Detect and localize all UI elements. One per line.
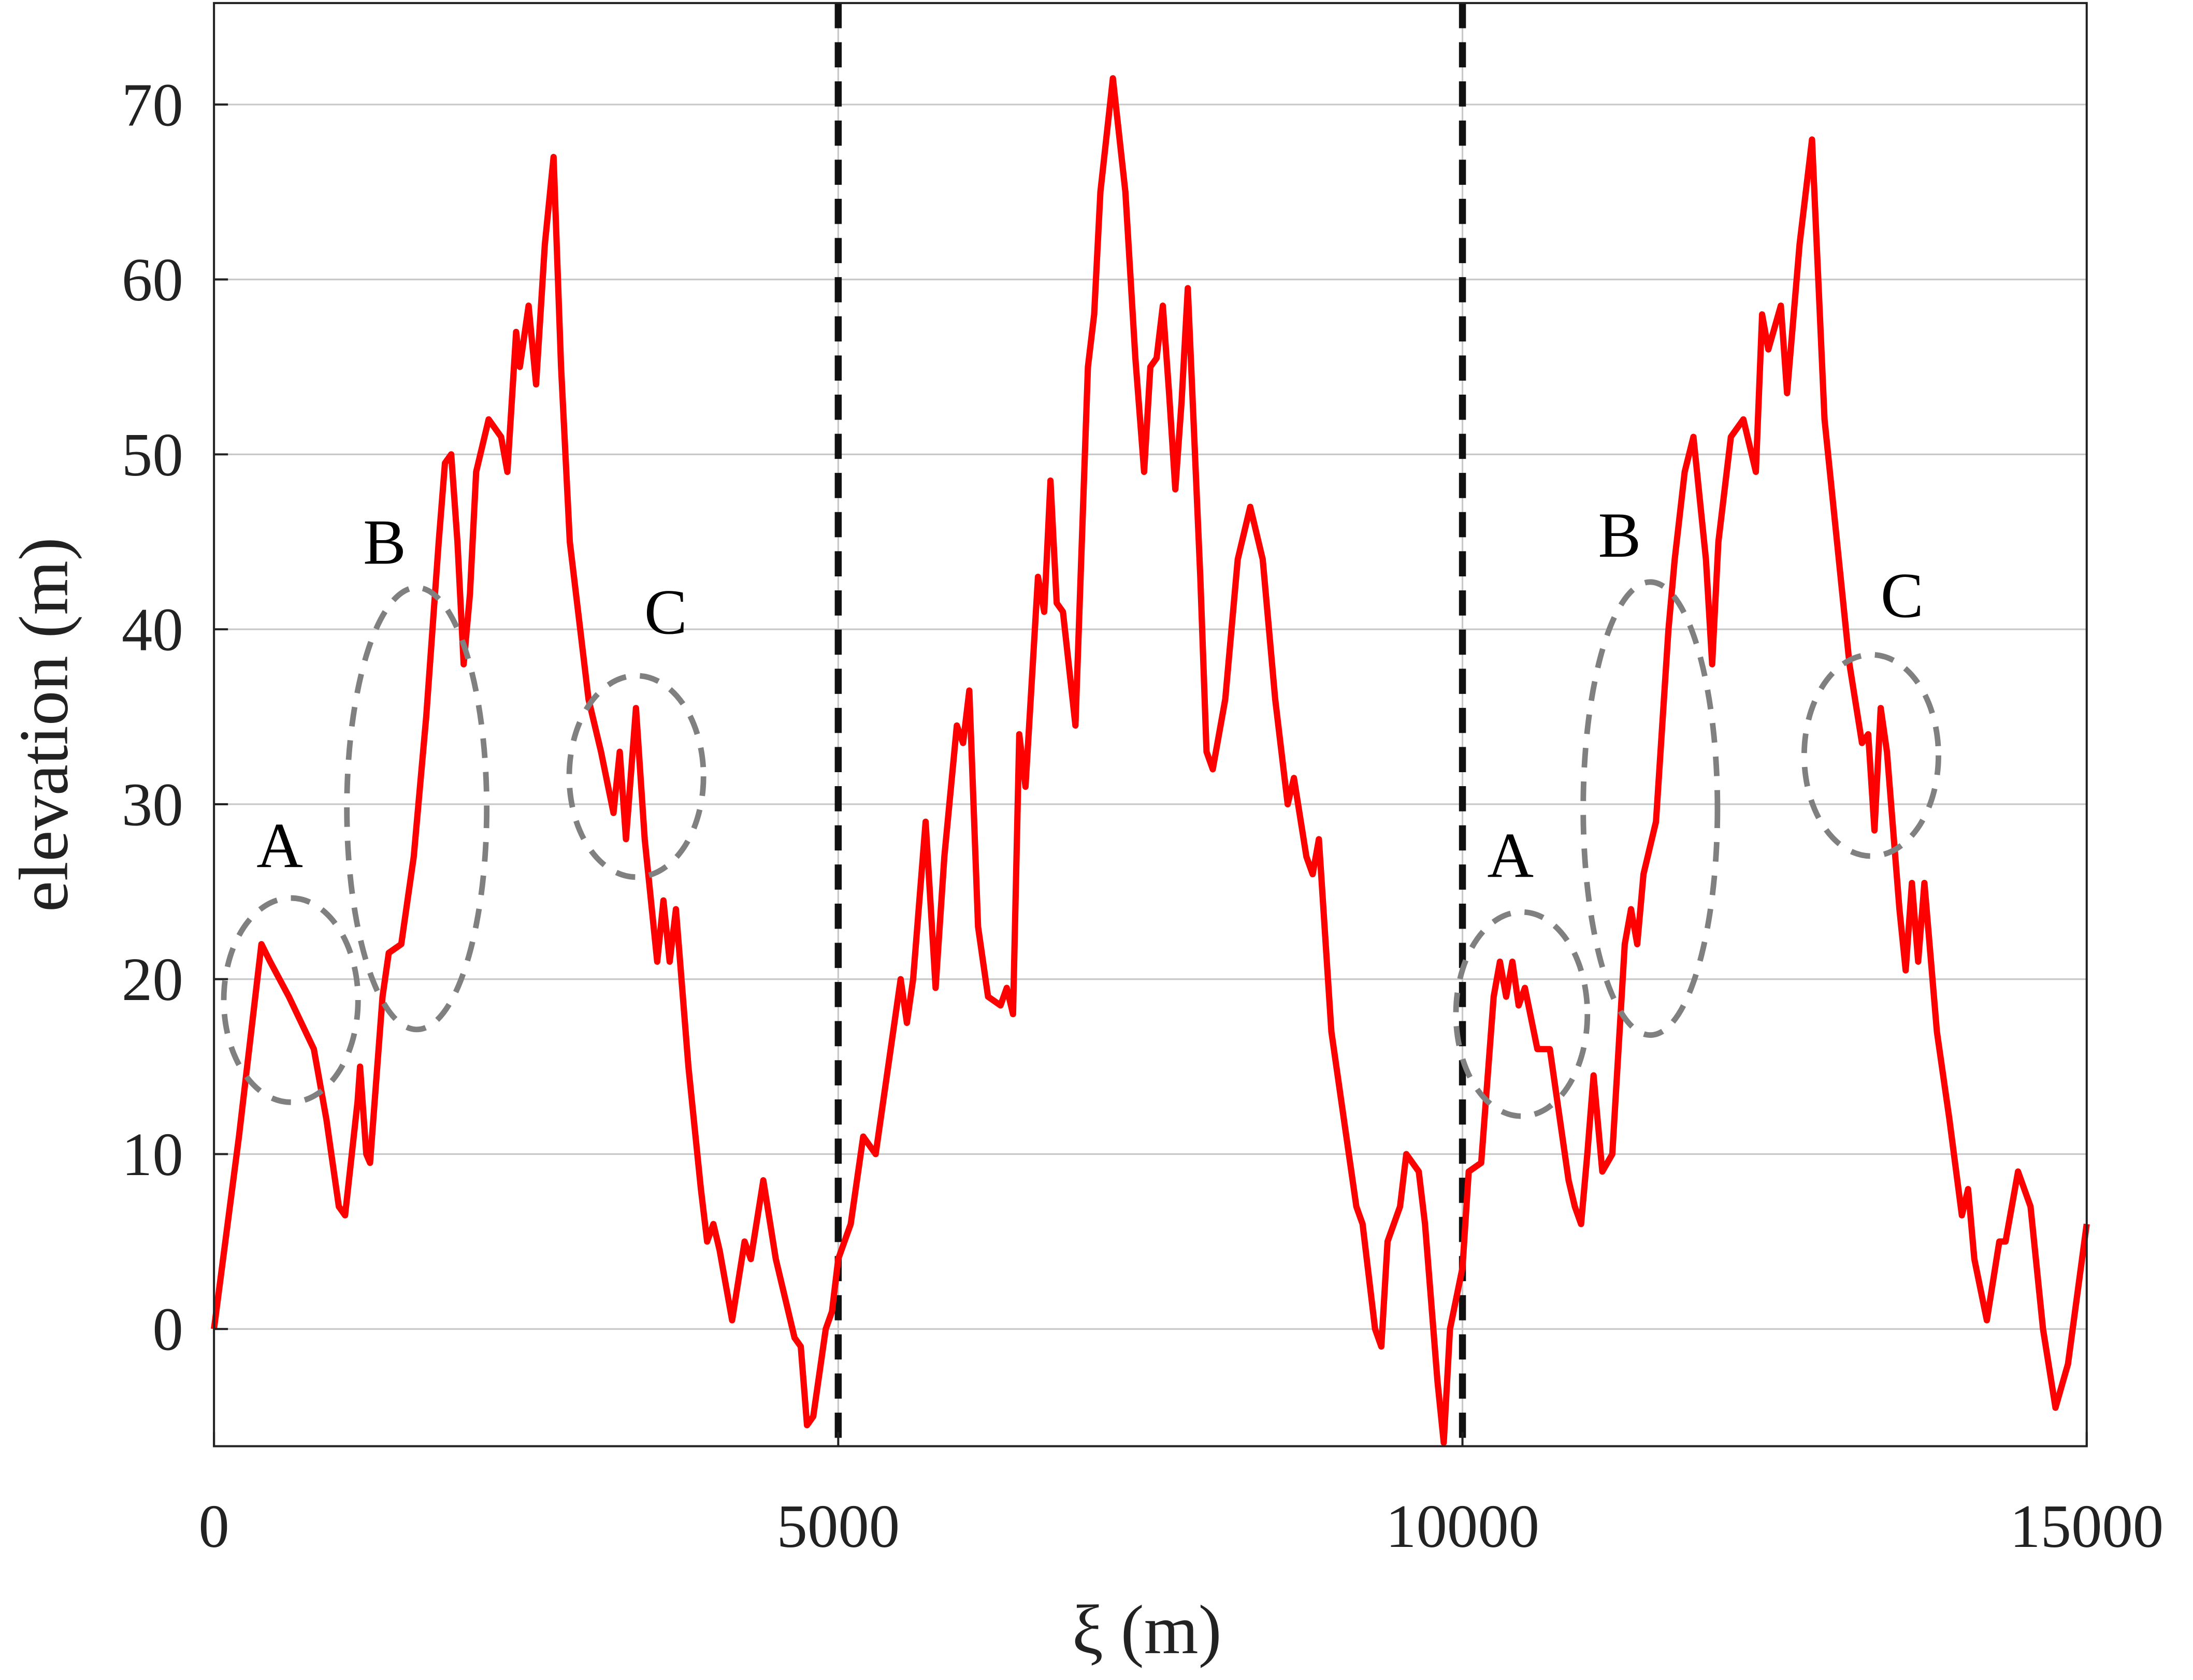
region-ellipse [1453,909,1591,1119]
x-axis-label: ξ (m) [1072,1591,1222,1669]
elevation-line [211,75,2090,1446]
region-ellipse [566,673,706,880]
grid [213,3,2088,1446]
plot-frame [213,2,2088,1447]
y-tick-label: 0 [152,1295,183,1364]
y-tick-label: 50 [122,421,183,489]
annotation: B [363,506,406,578]
y-axis-label: elevation (m) [6,538,83,912]
annotation: C [1881,559,1924,631]
y-tick-label: 40 [122,596,183,664]
x-tick-label: 0 [198,1492,229,1560]
region-ellipse [344,585,490,1033]
x-tick-label: 15000 [2010,1492,2163,1560]
x-tick-label: 5000 [777,1492,900,1560]
y-tick-label: 10 [122,1120,183,1189]
region-ellipse [1580,579,1721,1038]
region-ellipse [221,895,361,1105]
plot [211,3,2090,1446]
y-tick-label: 20 [122,945,183,1013]
y-tick-label: 70 [122,70,183,139]
annotation: C [644,576,687,648]
annotation: B [1598,499,1641,571]
annotation: A [256,810,303,881]
annotation: A [1487,820,1534,891]
y-tick-label: 60 [122,245,183,314]
region-ellipse [1801,651,1941,859]
y-tick-label: 30 [122,770,183,838]
x-tick-label: 10000 [1386,1492,1539,1560]
